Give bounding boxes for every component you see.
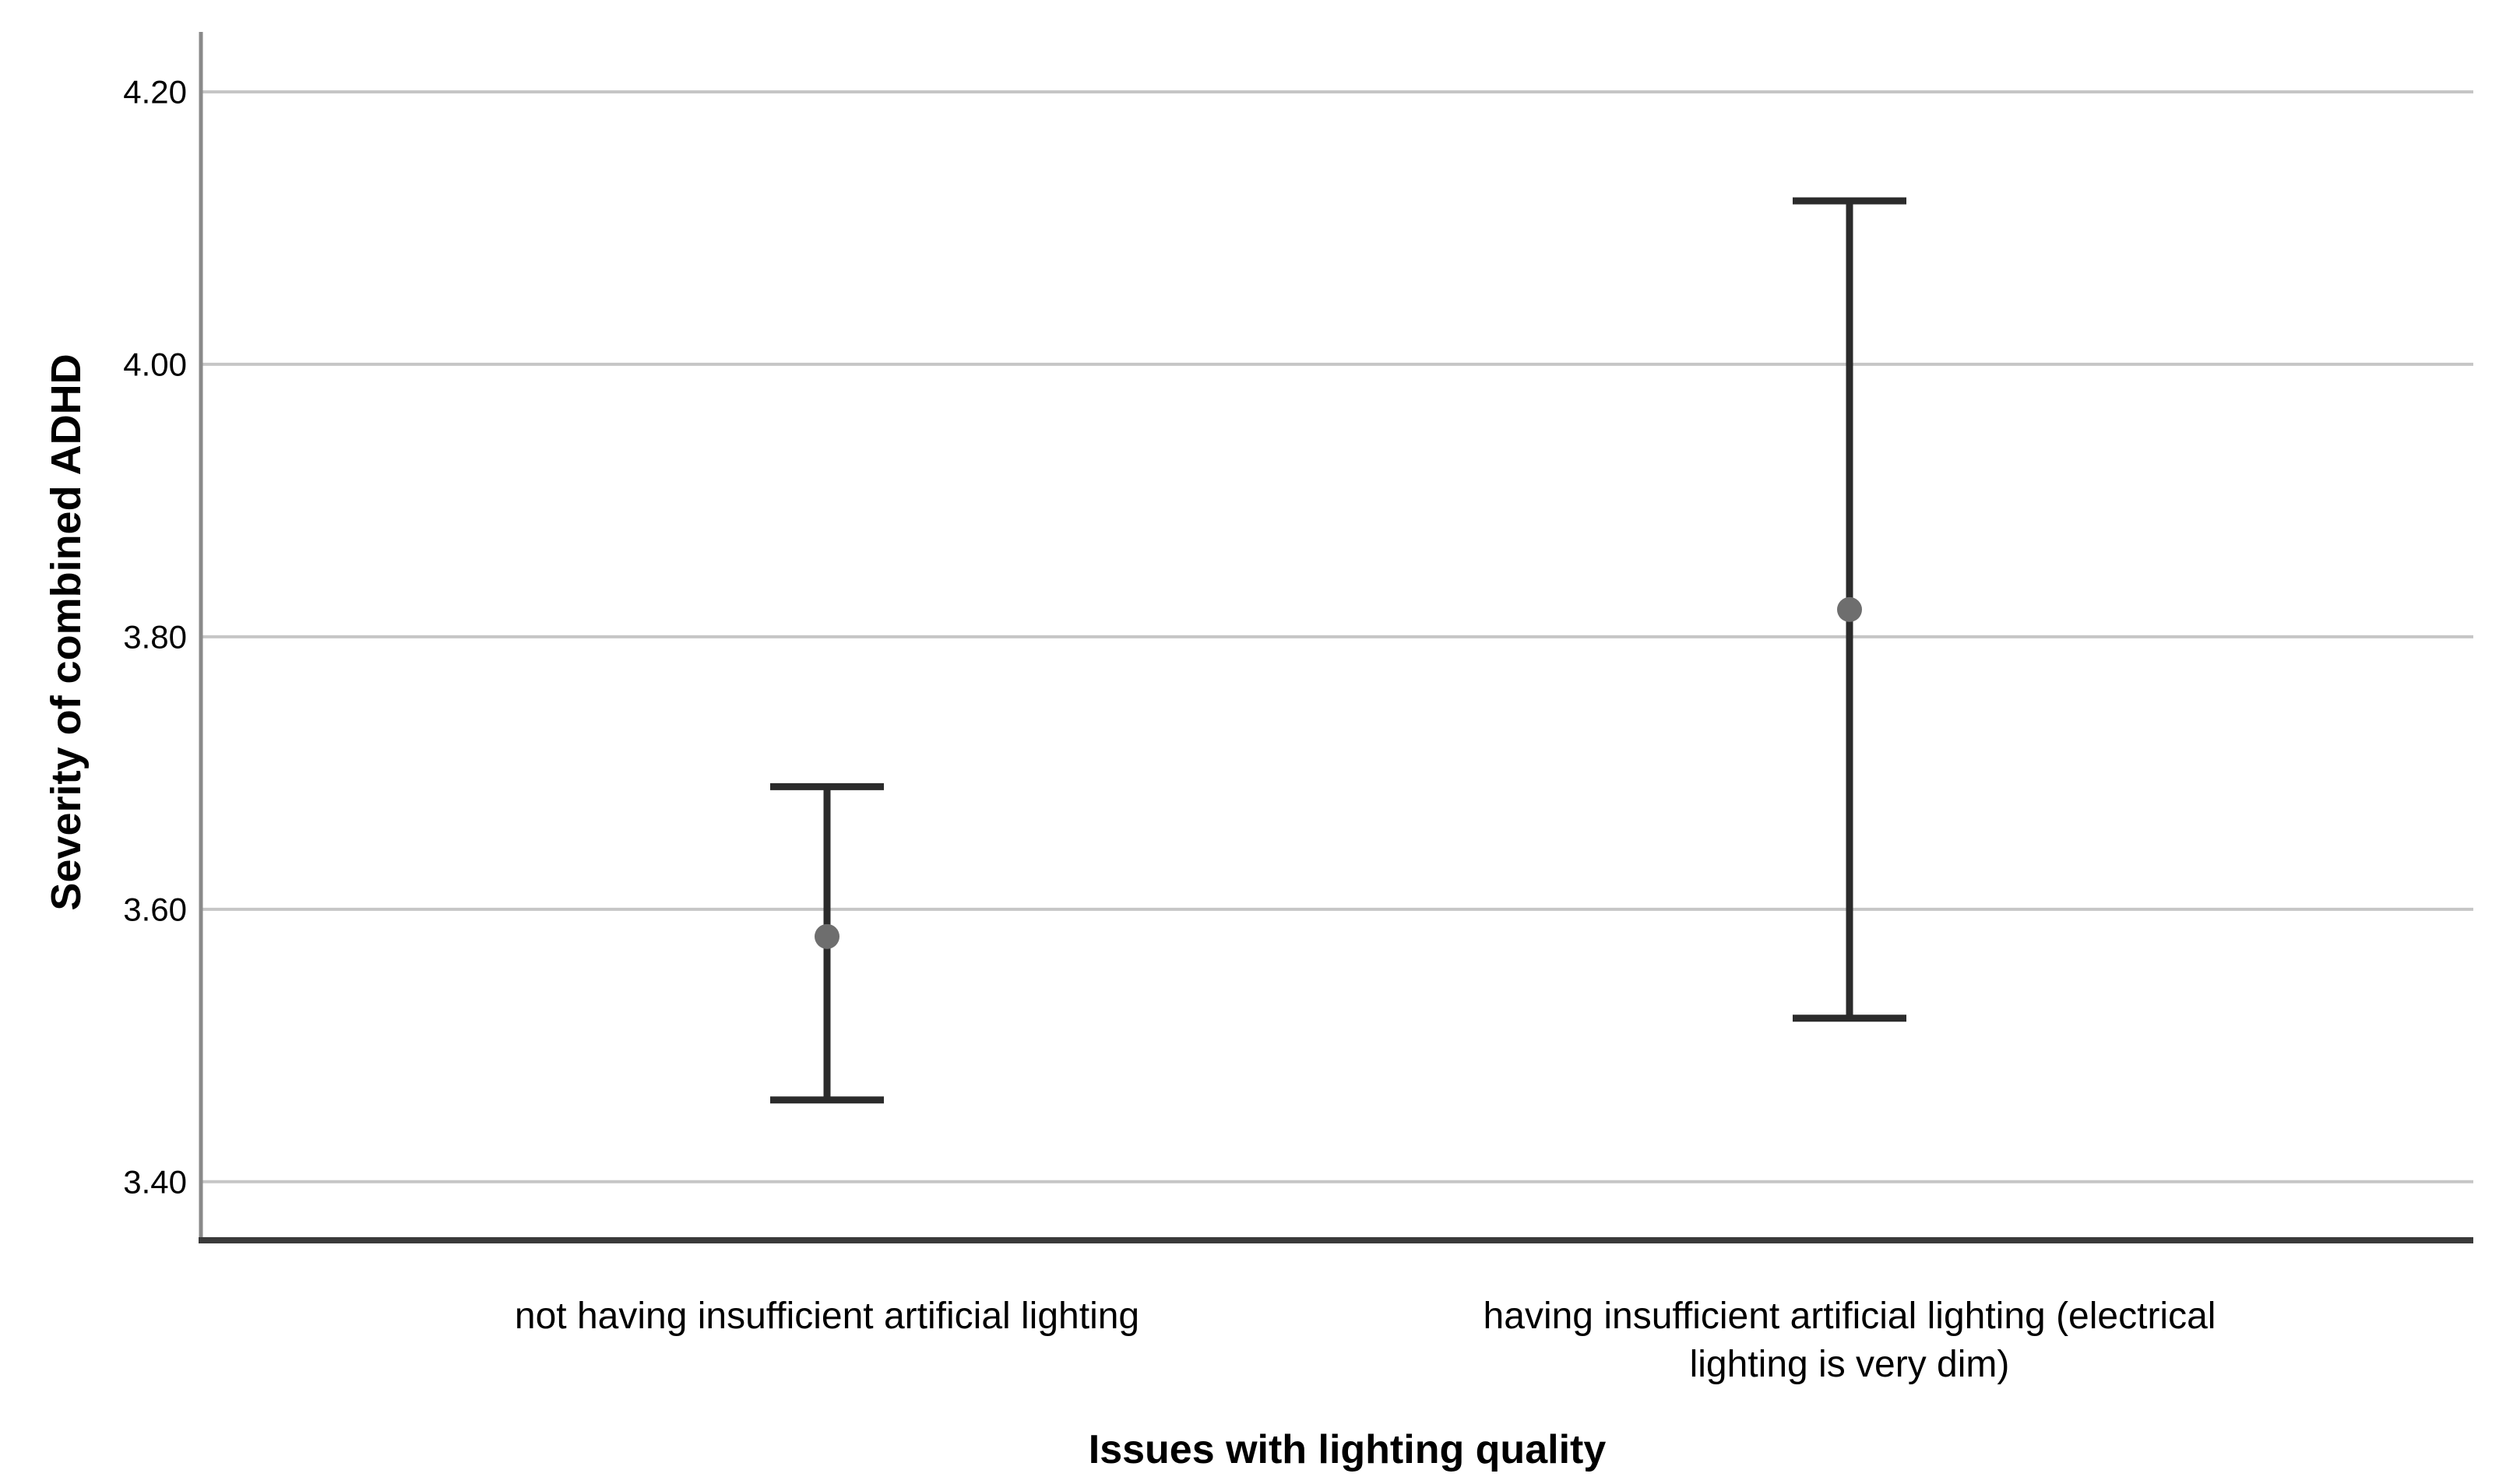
y-tick-label-2: 3.80: [123, 618, 187, 655]
x-category-label-0: not having insufficient artificial light…: [515, 1296, 1139, 1337]
mean-marker-1: [1837, 596, 1862, 622]
x-category-label-1: having insufficient artificial lighting …: [1484, 1296, 2216, 1385]
y-tick-label-4: 3.40: [123, 1163, 187, 1200]
x-axis-title: Issues with lighting quality: [1088, 1427, 1607, 1472]
y-axis-title: Severity of combined ADHD: [43, 353, 90, 911]
y-tick-label-0: 4.20: [123, 73, 187, 110]
y-tick-label-3: 3.60: [123, 891, 187, 927]
mean-marker-0: [815, 923, 839, 949]
y-tick-label-1: 4.00: [123, 346, 187, 382]
